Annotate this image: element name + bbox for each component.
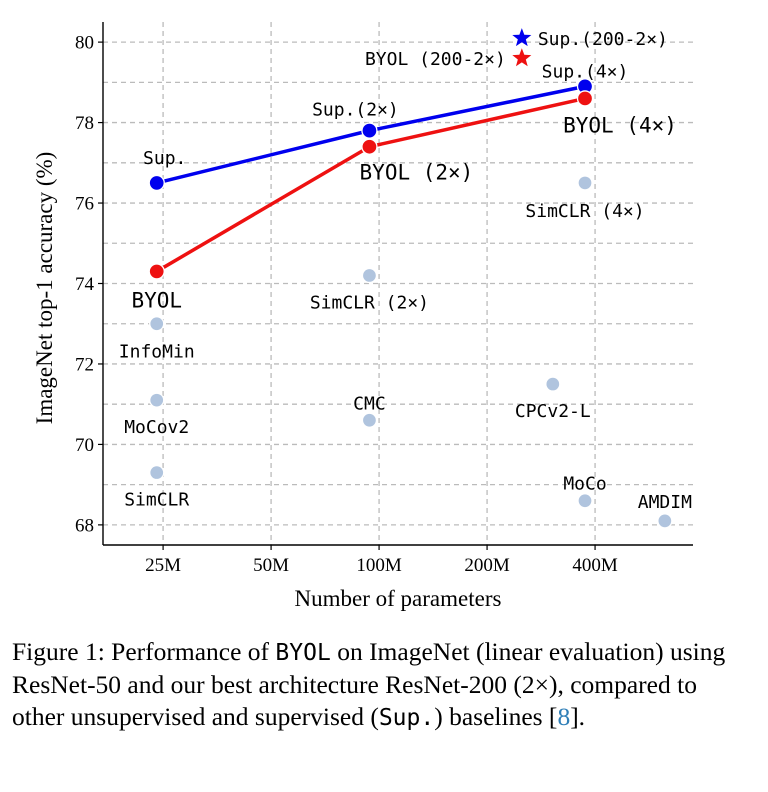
- point-label: InfoMin: [119, 342, 195, 363]
- data-points: [148, 28, 673, 529]
- point-marker: [545, 376, 561, 392]
- caption-reference-link[interactable]: 8: [557, 702, 571, 731]
- point-label: Sup.(2×): [312, 100, 399, 121]
- star-marker: [512, 28, 532, 47]
- y-tick-label: 70: [75, 435, 94, 456]
- y-tick-label: 74: [75, 274, 95, 295]
- x-tick-label: 400M: [572, 555, 618, 576]
- x-tick-label: 25M: [145, 555, 181, 576]
- point-label: Sup.(4×): [542, 61, 629, 82]
- y-tick-label: 78: [75, 113, 94, 134]
- point-label: BYOL: [131, 288, 182, 312]
- point-label: AMDIM: [638, 492, 692, 513]
- point-marker: [149, 464, 165, 481]
- tick-labels: 25M 50M 100M 200M 400M 68 70 72 74 76 78 80: [75, 33, 618, 576]
- point-label: BYOL (4×): [563, 113, 677, 137]
- grid: [103, 22, 693, 545]
- point-label: MoCov2: [124, 417, 189, 438]
- point-label: SimCLR (4×): [525, 201, 644, 222]
- point-marker: [576, 90, 594, 107]
- point-label: CPCv2-L: [515, 401, 591, 422]
- x-tick-label: 200M: [464, 555, 510, 576]
- point-labels: Sup. Sup.(2×) Sup.(4×) BYOL BYOL (2×) BYOL (4…: [119, 29, 692, 513]
- axes: [98, 22, 693, 550]
- point-label: Sup.: [143, 148, 186, 169]
- point-marker: [657, 513, 673, 529]
- point-marker: [577, 493, 593, 509]
- point-marker: [577, 175, 593, 191]
- x-tick-label: 100M: [356, 555, 402, 576]
- x-tick-label: 50M: [253, 555, 289, 576]
- caption-middle: on ImageNet (linear evaluation) using Re…: [12, 637, 726, 731]
- point-label: Sup.(200-2×): [538, 29, 668, 50]
- caption-sup: Sup.: [378, 705, 435, 731]
- point-marker: [361, 122, 378, 139]
- point-label: BYOL (2×): [360, 161, 474, 185]
- y-tick-label: 68: [75, 515, 94, 536]
- point-label: MoCo: [563, 474, 606, 495]
- caption-prefix: Figure 1: Performance of: [12, 637, 276, 666]
- caption-method: BYOL: [275, 640, 331, 666]
- point-marker: [149, 316, 165, 332]
- y-axis-title: ImageNet top-1 accuracy (%): [32, 152, 57, 425]
- point-marker: [149, 392, 165, 408]
- x-axis-title: Number of parameters: [295, 586, 502, 611]
- point-marker: [361, 267, 378, 284]
- y-tick-label: 72: [75, 354, 94, 375]
- point-marker: [148, 174, 165, 192]
- point-label: SimCLR: [124, 490, 189, 511]
- y-tick-label: 80: [75, 33, 94, 54]
- y-tick-label: 76: [75, 194, 94, 215]
- point-marker: [148, 263, 165, 280]
- point-marker: [361, 412, 378, 428]
- chart: Sup. Sup.(2×) Sup.(4×) BYOL BYOL (2×) BYOL (4…: [32, 22, 693, 611]
- figure-caption: Figure 1: Performance of BYOL on ImageNe…: [12, 636, 752, 734]
- caption-end: ].: [570, 702, 586, 731]
- caption-suffix: ) baselines [: [434, 702, 558, 731]
- point-label: SimCLR (2×): [310, 292, 429, 313]
- point-label: BYOL (200-2×): [365, 49, 506, 70]
- star-marker: [512, 48, 532, 67]
- point-label: CMC: [353, 393, 386, 414]
- point-marker: [361, 138, 378, 155]
